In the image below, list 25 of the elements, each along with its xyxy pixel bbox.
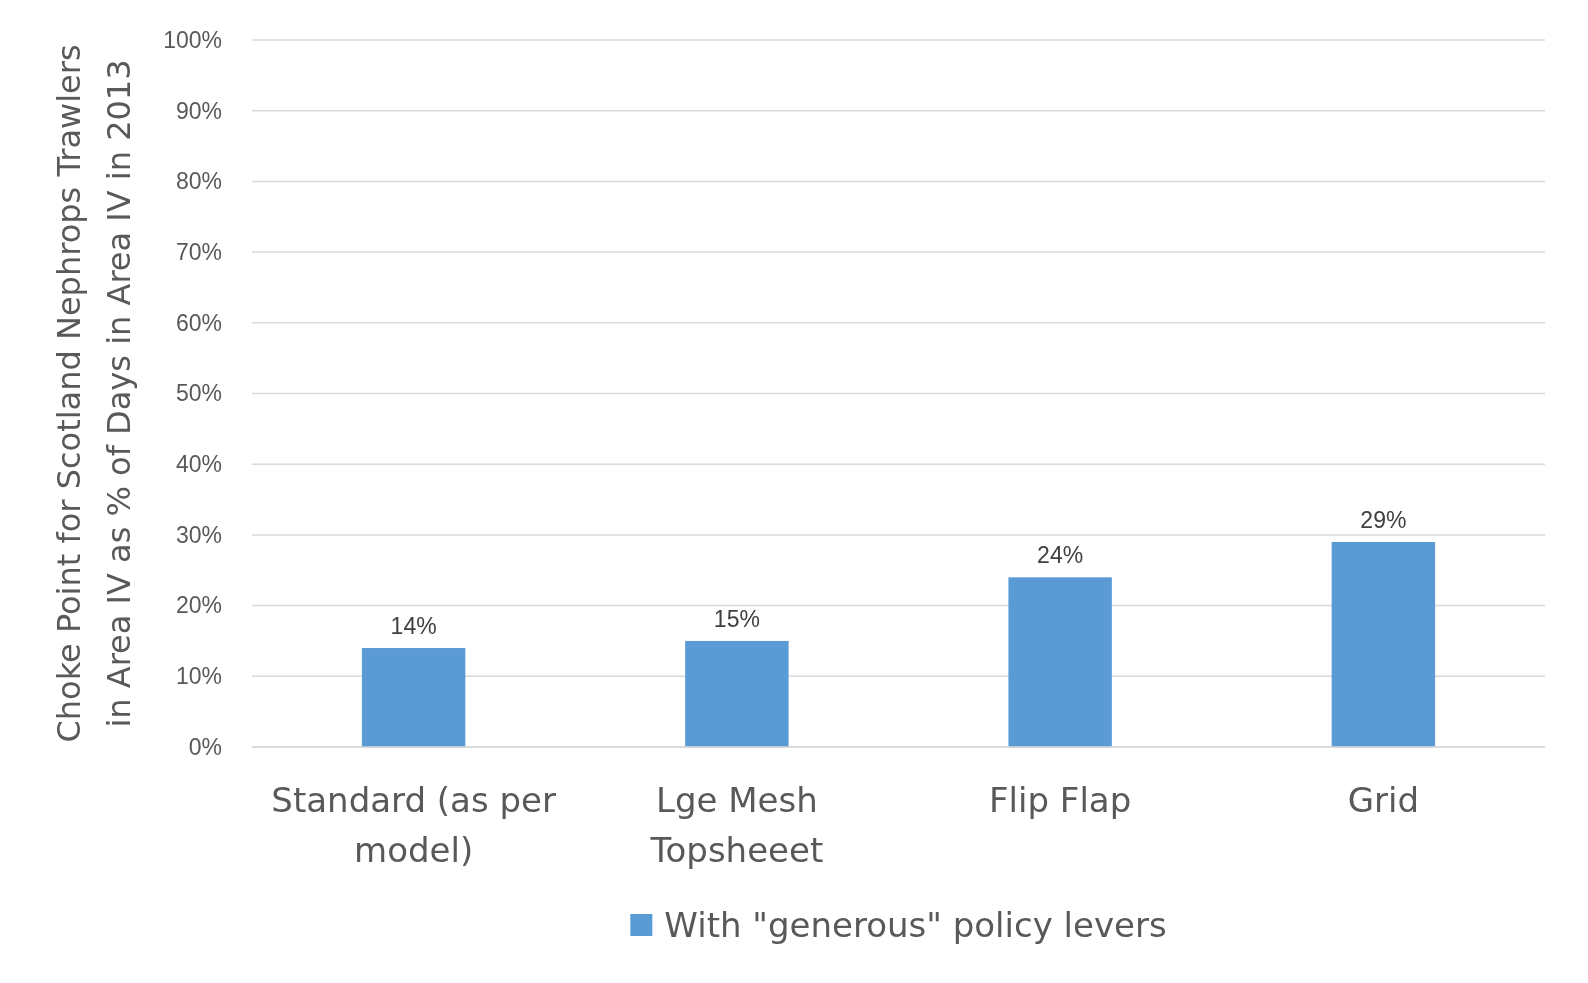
y-tick-label: 90% (175, 97, 222, 124)
y-tick-label: 70% (175, 238, 222, 265)
x-tick-label: Grid (1347, 780, 1420, 820)
y-tick-label: 20% (175, 592, 222, 619)
bar (1331, 541, 1436, 747)
legend-label: With "generous" policy levers (664, 905, 1167, 945)
y-tick-label: 50% (175, 380, 222, 407)
data-label: 14% (390, 613, 437, 640)
y-tick-label: 30% (175, 521, 222, 548)
data-label: 15% (713, 605, 760, 632)
bar (1008, 577, 1112, 747)
y-tick-label: 80% (175, 168, 222, 195)
x-tick-label: Flip Flap (988, 780, 1132, 820)
y-tick-label: 10% (175, 663, 222, 690)
x-tick-label: Lge Mesh Topsheeet (649, 780, 824, 870)
x-tick-label: Standard (as per model) (271, 780, 556, 870)
y-tick-label: 40% (175, 451, 222, 478)
y-tick-label: 100% (163, 26, 222, 53)
bar (361, 648, 466, 747)
y-tick-label: 60% (175, 309, 222, 336)
y-tick-label: 0% (188, 733, 222, 760)
bar (685, 640, 789, 747)
y-axis-title: Choke Point for Scotland Nephrops Trawlers in Area IV as % of Days in Area IV in 2013 (50, 44, 138, 743)
data-label: 29% (1360, 506, 1407, 533)
data-label: 24% (1037, 542, 1084, 569)
